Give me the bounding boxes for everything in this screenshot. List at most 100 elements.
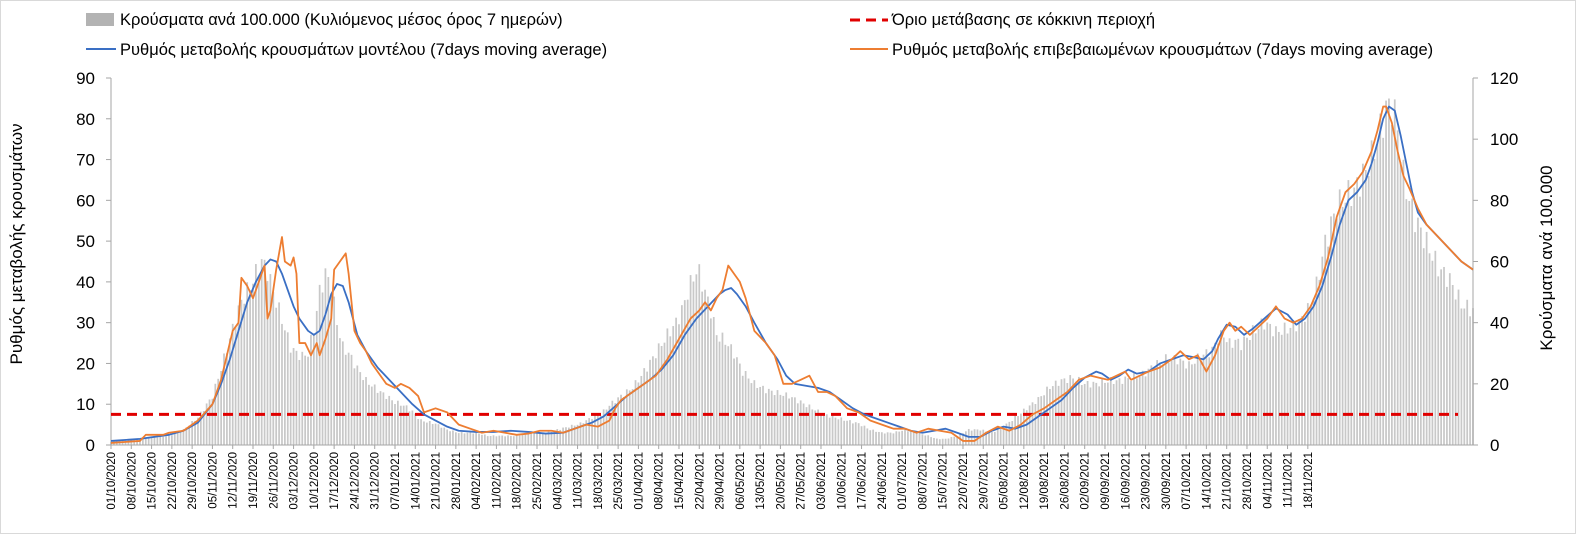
bar bbox=[1199, 360, 1202, 445]
bar bbox=[1037, 397, 1040, 445]
bar bbox=[237, 305, 240, 445]
y-right-tick-label: 40 bbox=[1490, 314, 1509, 333]
bar bbox=[901, 430, 903, 445]
bar bbox=[1098, 386, 1101, 445]
bar bbox=[785, 392, 788, 445]
bar bbox=[156, 437, 159, 445]
y-left-tick-label: 50 bbox=[76, 232, 95, 251]
bar bbox=[278, 302, 280, 445]
x-tick-label: 28/01/2021 bbox=[451, 452, 463, 510]
bar bbox=[747, 378, 750, 445]
bar bbox=[397, 400, 399, 445]
y-left-tick-label: 30 bbox=[76, 314, 95, 333]
bar bbox=[1164, 354, 1167, 445]
bar bbox=[365, 377, 367, 445]
y-left-tick-label: 70 bbox=[76, 151, 95, 170]
bar bbox=[582, 423, 585, 445]
bar bbox=[1301, 316, 1303, 445]
bar bbox=[837, 419, 840, 445]
bar bbox=[776, 390, 779, 445]
bar bbox=[223, 353, 225, 445]
legend-threshold-label: Όριο μετάβασης σε κόκκινη περιοχή bbox=[891, 11, 1155, 29]
bar bbox=[179, 431, 182, 445]
bar bbox=[669, 336, 672, 445]
bar bbox=[1399, 162, 1402, 445]
x-tick-label: 10/12/2020 bbox=[309, 452, 321, 510]
bar bbox=[596, 415, 599, 445]
bar bbox=[1385, 100, 1387, 445]
bar bbox=[170, 435, 173, 445]
bar bbox=[324, 268, 327, 445]
y-right-tick-label: 20 bbox=[1490, 375, 1509, 394]
bar bbox=[791, 397, 793, 445]
bar bbox=[1101, 378, 1103, 445]
bar bbox=[831, 415, 834, 445]
bar bbox=[993, 431, 996, 445]
bar bbox=[950, 436, 953, 445]
bar bbox=[1315, 276, 1318, 445]
bar bbox=[936, 438, 938, 445]
bar bbox=[927, 435, 930, 445]
bar bbox=[1309, 304, 1312, 445]
bar bbox=[1405, 199, 1408, 445]
bar bbox=[153, 437, 156, 445]
bar bbox=[1066, 383, 1069, 445]
x-tick-label: 25/02/2021 bbox=[532, 452, 544, 510]
bar bbox=[681, 305, 683, 445]
bar bbox=[1173, 355, 1176, 445]
x-tick-label: 22/10/2020 bbox=[167, 452, 179, 510]
bar bbox=[1388, 98, 1390, 446]
bar bbox=[1321, 256, 1324, 445]
x-tick-label: 11/11/2021 bbox=[1283, 452, 1295, 508]
bar bbox=[1240, 350, 1243, 445]
bar bbox=[147, 438, 150, 445]
bar bbox=[808, 404, 811, 445]
bar bbox=[1176, 364, 1179, 445]
bar bbox=[1359, 196, 1361, 445]
bar bbox=[1217, 343, 1219, 445]
bar bbox=[982, 429, 985, 445]
bar bbox=[883, 433, 886, 445]
bar bbox=[1431, 260, 1434, 445]
bar bbox=[930, 437, 932, 445]
bar bbox=[738, 363, 741, 445]
bar bbox=[689, 275, 692, 445]
bar bbox=[1408, 200, 1411, 445]
bar bbox=[1225, 342, 1228, 445]
bar bbox=[257, 276, 260, 445]
bar bbox=[1193, 363, 1196, 445]
bar bbox=[220, 371, 222, 445]
bar bbox=[631, 389, 634, 445]
y-left-tick-label: 90 bbox=[76, 69, 95, 88]
bar bbox=[1170, 360, 1173, 445]
bar bbox=[1025, 410, 1028, 445]
bar bbox=[1425, 231, 1428, 445]
bar bbox=[1356, 177, 1358, 445]
x-tick-label: 26/08/2021 bbox=[1059, 452, 1071, 510]
bar bbox=[289, 352, 292, 445]
bar bbox=[843, 420, 846, 445]
bar bbox=[907, 431, 909, 445]
bar bbox=[628, 390, 631, 445]
bar bbox=[533, 432, 535, 445]
bar bbox=[1078, 376, 1080, 445]
bar bbox=[1414, 232, 1416, 445]
x-tick-label: 03/12/2020 bbox=[289, 452, 301, 510]
x-tick-label: 18/11/2021 bbox=[1303, 452, 1315, 509]
x-tick-label: 22/07/2021 bbox=[958, 452, 970, 510]
bar bbox=[191, 421, 194, 445]
bar bbox=[379, 391, 382, 445]
bar bbox=[402, 405, 405, 445]
bar bbox=[1396, 130, 1399, 445]
bar bbox=[921, 434, 924, 445]
legend-bars-swatch bbox=[86, 13, 114, 26]
bar bbox=[767, 388, 770, 445]
bar bbox=[510, 435, 512, 445]
bar bbox=[962, 433, 964, 445]
bar bbox=[1182, 360, 1185, 445]
y-right-tick-label: 80 bbox=[1490, 191, 1509, 210]
bar bbox=[426, 422, 428, 445]
bar bbox=[1196, 353, 1199, 445]
bar bbox=[1228, 338, 1231, 445]
bar bbox=[466, 432, 469, 445]
